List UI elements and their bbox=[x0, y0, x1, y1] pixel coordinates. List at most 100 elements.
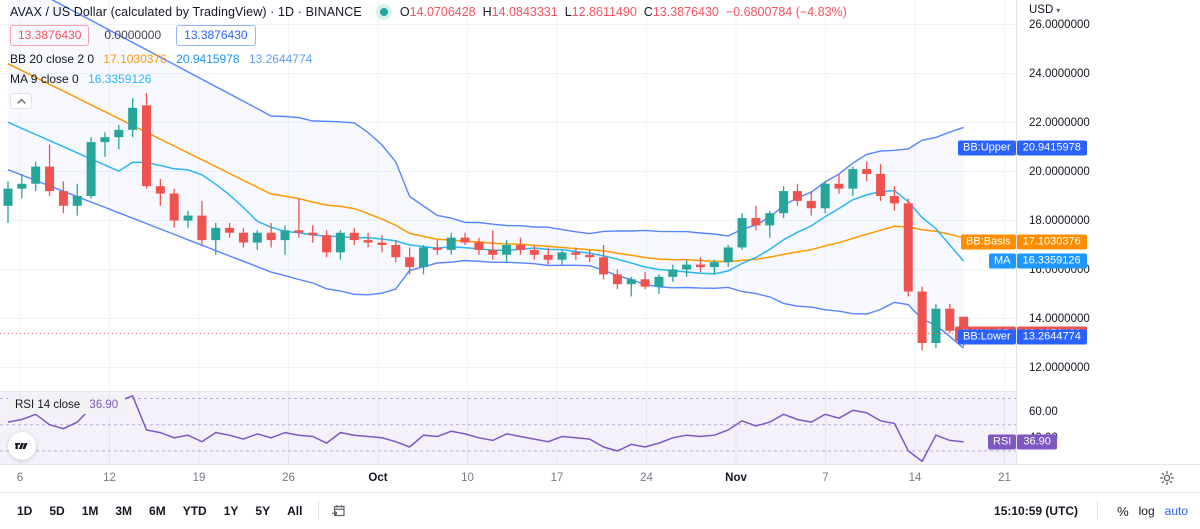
gear-icon bbox=[1159, 470, 1175, 486]
time-axis[interactable]: 6 12 19 26 Oct 10 17 24 Nov 7 14 21 bbox=[0, 464, 1200, 492]
rsi-badge-tag: RSI bbox=[988, 434, 1017, 450]
ohlc-high-label: H bbox=[482, 5, 492, 19]
time-tick-label: 21 bbox=[998, 472, 1011, 484]
currency-selector[interactable]: USD ▾ bbox=[1029, 4, 1060, 16]
time-tick-label: Oct bbox=[368, 472, 388, 484]
currency-label: USD bbox=[1029, 4, 1054, 16]
timeframe-button-ytd[interactable]: YTD bbox=[182, 504, 207, 518]
ohlc-close-value: 13.3876430 bbox=[652, 5, 719, 19]
toolbar-right-tools: 15:10:59 (UTC) % log auto bbox=[994, 502, 1188, 520]
collapse-legend-button[interactable] bbox=[10, 93, 32, 109]
timeframe-buttons: 1D 5D 1M 3M 6M YTD 1Y 5Y All bbox=[10, 500, 309, 522]
indicator-legend-ma[interactable]: MA 9 close 0 16.3359126 bbox=[10, 72, 847, 86]
ohlc-open-value: 14.0706428 bbox=[409, 5, 476, 19]
timeframe-button-3m[interactable]: 3M bbox=[115, 504, 133, 518]
toolbar-divider-2 bbox=[1097, 502, 1099, 520]
date-range-icon bbox=[332, 505, 346, 517]
percent-scale-button[interactable]: % bbox=[1117, 503, 1129, 519]
time-tick-label: 7 bbox=[822, 472, 829, 484]
timeframe-button-5d[interactable]: 5D bbox=[49, 504, 65, 518]
price-badge-value: 20.9415978 bbox=[1016, 140, 1087, 156]
price-badge[interactable]: MA 16.3359126 bbox=[989, 253, 1087, 269]
timeframe-button-1y[interactable]: 1Y bbox=[223, 504, 239, 518]
price-badge-tag: MA bbox=[989, 253, 1016, 269]
price-tick-label: 24.0000000 bbox=[1029, 67, 1090, 80]
price-tick-label: 22.0000000 bbox=[1029, 116, 1090, 129]
bottom-toolbar: 1D 5D 1M 3M 6M YTD 1Y 5Y All 15:10:59 (UTC) % lo… bbox=[0, 492, 1200, 529]
time-tick-label: 24 bbox=[640, 472, 653, 484]
price-badge-tag: BB:Basis bbox=[961, 234, 1016, 250]
price-badge[interactable]: BB:Basis 17.1030376 bbox=[961, 234, 1087, 250]
bb-indicator-args: 20 close 2 0 bbox=[29, 52, 95, 66]
time-tick-label: 12 bbox=[103, 472, 116, 484]
bb-upper-value: 20.9415978 bbox=[176, 52, 240, 66]
last-price-box-blue[interactable]: 13.3876430 bbox=[176, 25, 256, 46]
timeframe-button-1m[interactable]: 1M bbox=[81, 504, 99, 518]
price-badge[interactable]: BB:Lower 13.2644774 bbox=[958, 329, 1087, 345]
rsi-tick-label: 60.00 bbox=[1029, 405, 1058, 418]
price-box-middle[interactable]: 0.0000000 bbox=[104, 28, 162, 42]
ohlc-high-value: 14.0843331 bbox=[491, 5, 558, 19]
chevron-down-icon: ▾ bbox=[1056, 6, 1061, 15]
timeframe-button-5y[interactable]: 5Y bbox=[255, 504, 271, 518]
date-range-button[interactable] bbox=[328, 501, 350, 521]
bb-basis-value: 17.1030376 bbox=[103, 52, 167, 66]
price-badge-value: 13.2644774 bbox=[1016, 329, 1087, 345]
rsi-badge-value: 36.90 bbox=[1017, 434, 1057, 450]
tradingview-logo-icon bbox=[15, 443, 28, 449]
time-tick-label: 14 bbox=[908, 472, 922, 484]
ma-indicator-args: 9 close 0 bbox=[30, 72, 79, 86]
last-price-box-red[interactable]: 13.3876430 bbox=[10, 25, 90, 46]
pane-divider bbox=[0, 391, 1016, 392]
tradingview-logo[interactable] bbox=[8, 432, 36, 460]
rsi-legend-args: 14 close bbox=[37, 399, 81, 411]
time-tick-label: 10 bbox=[461, 472, 474, 484]
price-badge-value: 17.1030376 bbox=[1016, 234, 1087, 250]
indicator-legend-bb[interactable]: BB 20 close 2 0 17.1030376 20.9415978 13… bbox=[10, 52, 847, 66]
price-tick-label: 18.0000000 bbox=[1029, 214, 1090, 227]
price-tick-label: 12.0000000 bbox=[1029, 361, 1090, 374]
chevron-up-icon bbox=[16, 98, 26, 104]
bb-lower-value: 13.2644774 bbox=[248, 52, 313, 66]
auto-scale-button[interactable]: auto bbox=[1164, 504, 1188, 518]
market-open-dot-icon bbox=[375, 4, 392, 20]
chart-legend: AVAX / US Dollar (calculated by TradingV… bbox=[10, 4, 847, 109]
timeframe-button-6m[interactable]: 6M bbox=[149, 504, 166, 518]
timeframe-button-all[interactable]: All bbox=[287, 504, 303, 518]
time-tick-label: 6 bbox=[16, 472, 24, 484]
price-tick-label: 20.0000000 bbox=[1029, 165, 1090, 178]
time-tick-label: 19 bbox=[192, 472, 206, 484]
price-badge[interactable]: BB:Upper 20.9415978 bbox=[958, 140, 1087, 156]
timeframe-button-1d[interactable]: 1D bbox=[17, 504, 33, 518]
ohlc-low-value: 12.8611490 bbox=[571, 5, 637, 19]
rsi-legend-name: RSI bbox=[15, 399, 35, 411]
rsi-badge[interactable]: RSI 36.90 bbox=[988, 434, 1057, 450]
price-boxes-row: 13.3876430 0.0000000 13.3876430 bbox=[10, 25, 847, 46]
ohlc-open-label: O bbox=[399, 5, 410, 19]
time-tick-label: 26 bbox=[282, 472, 295, 484]
chart-settings-button[interactable] bbox=[1159, 470, 1175, 486]
price-tick-label: 26.0000000 bbox=[1029, 18, 1090, 31]
time-tick-label: Nov bbox=[725, 472, 747, 484]
time-tick-label: 17 bbox=[550, 472, 564, 484]
ohlc-low-label: L bbox=[564, 5, 572, 19]
bb-indicator-name: BB bbox=[10, 52, 27, 66]
ohlc-close-label: C bbox=[643, 5, 653, 19]
price-axis[interactable]: USD ▾ 26.0000000 24.0000000 22.0000000 20.00… bbox=[955, 0, 1200, 464]
symbol-title: AVAX / US Dollar (calculated by TradingV… bbox=[10, 5, 362, 19]
rsi-legend-value: 36.90 bbox=[89, 399, 119, 411]
price-badge-tag: BB:Lower bbox=[958, 329, 1016, 345]
price-tick-label: 14.0000000 bbox=[1029, 312, 1090, 325]
rsi-legend[interactable]: RSI 14 close 36.90 bbox=[8, 397, 126, 414]
rsi-chart-pane[interactable] bbox=[0, 392, 1016, 464]
log-scale-button[interactable]: log bbox=[1138, 504, 1155, 518]
toolbar-divider bbox=[318, 502, 320, 520]
ma-value: 16.3359126 bbox=[88, 72, 152, 86]
ma-indicator-name: MA bbox=[10, 72, 28, 86]
ohlc-change-value: −0.6800784 (−4.83%) bbox=[725, 5, 847, 19]
price-badge-value: 16.3359126 bbox=[1016, 253, 1087, 269]
ohlc-values: O14.0706428 H14.0843331 L12.8611490 C13.387… bbox=[400, 5, 847, 19]
symbol-legend-row[interactable]: AVAX / US Dollar (calculated by TradingV… bbox=[10, 4, 847, 20]
